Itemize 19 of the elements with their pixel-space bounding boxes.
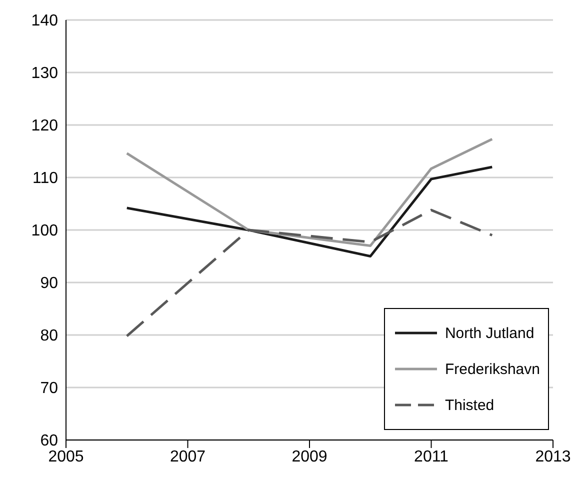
y-tick-label: 70	[40, 380, 58, 398]
x-tick-label: 2011	[414, 448, 449, 466]
legend-label: Frederikshavn	[444, 360, 540, 378]
y-tick-label: 130	[31, 65, 58, 82]
x-tick-label: 2009	[292, 448, 328, 466]
line-series	[126, 166, 494, 258]
y-tick-label: 120	[31, 118, 58, 135]
legend-label: Thisted	[444, 396, 494, 414]
x-tick-label: 2007	[170, 448, 206, 466]
y-tick-label: 90	[40, 275, 58, 292]
y-tick-label: 80	[40, 328, 58, 345]
y-tick-label: 140	[31, 12, 58, 30]
y-tick-label: 110	[32, 170, 58, 188]
x-tick-label: 2013	[535, 448, 571, 466]
line-series	[126, 138, 494, 247]
legend-label: North Jutland	[444, 324, 534, 342]
y-tick-label: 60	[40, 432, 58, 450]
y-tick-label: 100	[31, 222, 58, 240]
x-tick-label: 2005	[48, 448, 84, 466]
